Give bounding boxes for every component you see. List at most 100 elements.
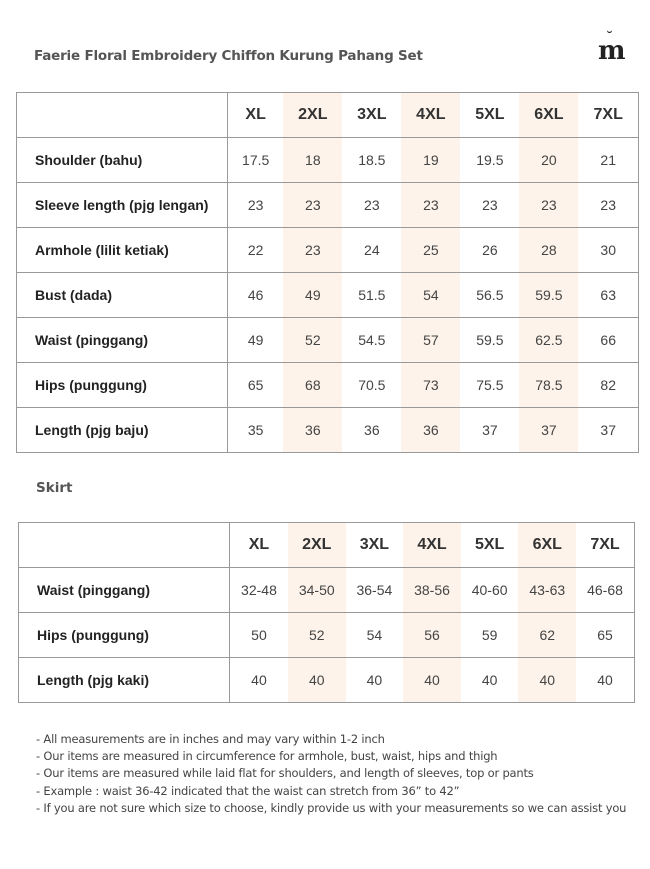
measurement-value: 78.5 [519,362,579,408]
measurement-value: 23 [460,182,520,228]
size-header: 6XL [519,92,579,138]
size-notes: - All measurements are in inches and may… [36,731,626,817]
measurement-value: 51.5 [342,272,402,318]
measurement-value: 75.5 [460,362,520,408]
size-header: 3XL [345,522,404,568]
top-size-table: XL 2XL 3XL 4XL 5XL 6XL 7XL Shoulder (bahu) 17.5 1… [16,92,639,453]
size-header: XL [227,92,284,138]
size-header: 5XL [460,92,520,138]
measurement-value: 37 [519,407,579,453]
measurement-value: 25 [401,227,461,273]
brand-logo: m ˘ [598,30,626,66]
measurement-value: 65 [227,362,284,408]
measurement-value: 26 [460,227,520,273]
measurement-value: 23 [519,182,579,228]
measurement-value: 30 [578,227,639,273]
measurement-value: 40 [229,657,288,703]
table-row: Sleeve length (pjg lengan) 23 23 23 23 23 23 23 [16,182,639,228]
measurement-value: 40 [287,657,346,703]
measurement-value: 59.5 [460,317,520,363]
page-title: Faerie Floral Embroidery Chiffon Kurung … [34,48,423,64]
measurement-value: 36 [283,407,343,453]
measurement-value: 59 [460,612,519,658]
measurement-value: 52 [287,612,346,658]
measurement-value: 38-56 [403,567,461,613]
measurement-value: 40 [518,657,577,703]
measurement-value: 46 [227,272,284,318]
measurement-value: 18.5 [342,137,402,183]
measurement-label: Hips (punggung) [16,362,228,408]
measurement-value: 36 [342,407,402,453]
measurement-value: 22 [227,227,284,273]
measurement-label: Hips (punggung) [18,612,230,658]
measurement-value: 17.5 [227,137,284,183]
table-row: Shoulder (bahu) 17.5 18 18.5 19 19.5 20 21 [16,137,639,183]
measurement-value: 34-50 [287,567,346,613]
measurement-value: 24 [342,227,402,273]
measurement-value: 37 [578,407,639,453]
measurement-value: 19.5 [460,137,520,183]
measurement-value: 23 [227,182,284,228]
measurement-value: 54 [345,612,404,658]
measurement-value: 28 [519,227,579,273]
measurement-value: 57 [401,317,461,363]
measurement-value: 62 [518,612,577,658]
note-line: - Our items are measured while laid flat… [36,766,534,781]
measurement-value: 54 [401,272,461,318]
measurement-value: 19 [401,137,461,183]
measurement-value: 56 [403,612,461,658]
table-row: Waist (pinggang) 49 52 54.5 57 59.5 62.5 66 [16,317,639,363]
measurement-value: 40-60 [460,567,519,613]
size-header: 4XL [403,522,461,568]
table-row: Length (pjg kaki) 40 40 40 40 40 40 40 [18,657,635,703]
measurement-value: 36 [401,407,461,453]
size-header: 6XL [518,522,577,568]
measurement-value: 36-54 [345,567,404,613]
size-header: 7XL [578,92,639,138]
measurement-value: 52 [283,317,343,363]
table-row: Hips (punggung) 50 52 54 56 59 62 65 [18,612,635,658]
skirt-size-table: XL 2XL 3XL 4XL 5XL 6XL 7XL Waist (pinggang) 32-4… [18,522,635,703]
skirt-heading: Skirt [36,480,73,496]
measurement-value: 62.5 [519,317,579,363]
size-header: 5XL [460,522,519,568]
size-header: 2XL [287,522,346,568]
measurement-value: 63 [578,272,639,318]
measurement-value: 23 [283,182,343,228]
measurement-value: 82 [578,362,639,408]
size-header: 2XL [283,92,343,138]
note-line: - Our items are measured in circumferenc… [36,749,498,764]
note-line: - All measurements are in inches and may… [36,732,385,746]
header-row: XL 2XL 3XL 4XL 5XL 6XL 7XL [16,92,639,138]
measurement-label: Sleeve length (pjg lengan) [16,182,228,228]
measurement-value: 49 [283,272,343,318]
measurement-label: Waist (pinggang) [18,567,230,613]
measurement-value: 32-48 [229,567,288,613]
measurement-value: 65 [576,612,635,658]
measurement-value: 50 [229,612,288,658]
measurement-value: 23 [342,182,402,228]
size-header: 3XL [342,92,402,138]
measurement-value: 37 [460,407,520,453]
measurement-value: 23 [401,182,461,228]
table-row: Bust (dada) 46 49 51.5 54 56.5 59.5 63 [16,272,639,318]
measurement-value: 23 [578,182,639,228]
measurement-value: 40 [345,657,404,703]
table-row: Waist (pinggang) 32-48 34-50 36-54 38-56 40-6… [18,567,635,613]
measurement-value: 43-63 [518,567,577,613]
table-row: Armhole (lilit ketiak) 22 23 24 25 26 28 30 [16,227,639,273]
note-line: - Example : waist 36-42 indicated that t… [36,783,460,798]
measurement-value: 66 [578,317,639,363]
table-row: Length (pjg baju) 35 36 36 36 37 37 37 [16,407,639,453]
measurement-value: 59.5 [519,272,579,318]
measurement-value: 40 [576,657,635,703]
measurement-label: Length (pjg baju) [16,407,228,453]
measurement-value: 40 [403,657,461,703]
note-line: - If you are not sure which size to choo… [36,800,627,815]
size-header: 7XL [576,522,635,568]
measurement-value: 46-68 [576,567,635,613]
size-header: 4XL [401,92,461,138]
measurement-value: 21 [578,137,639,183]
size-header: XL [229,522,288,568]
measurement-value: 73 [401,362,461,408]
